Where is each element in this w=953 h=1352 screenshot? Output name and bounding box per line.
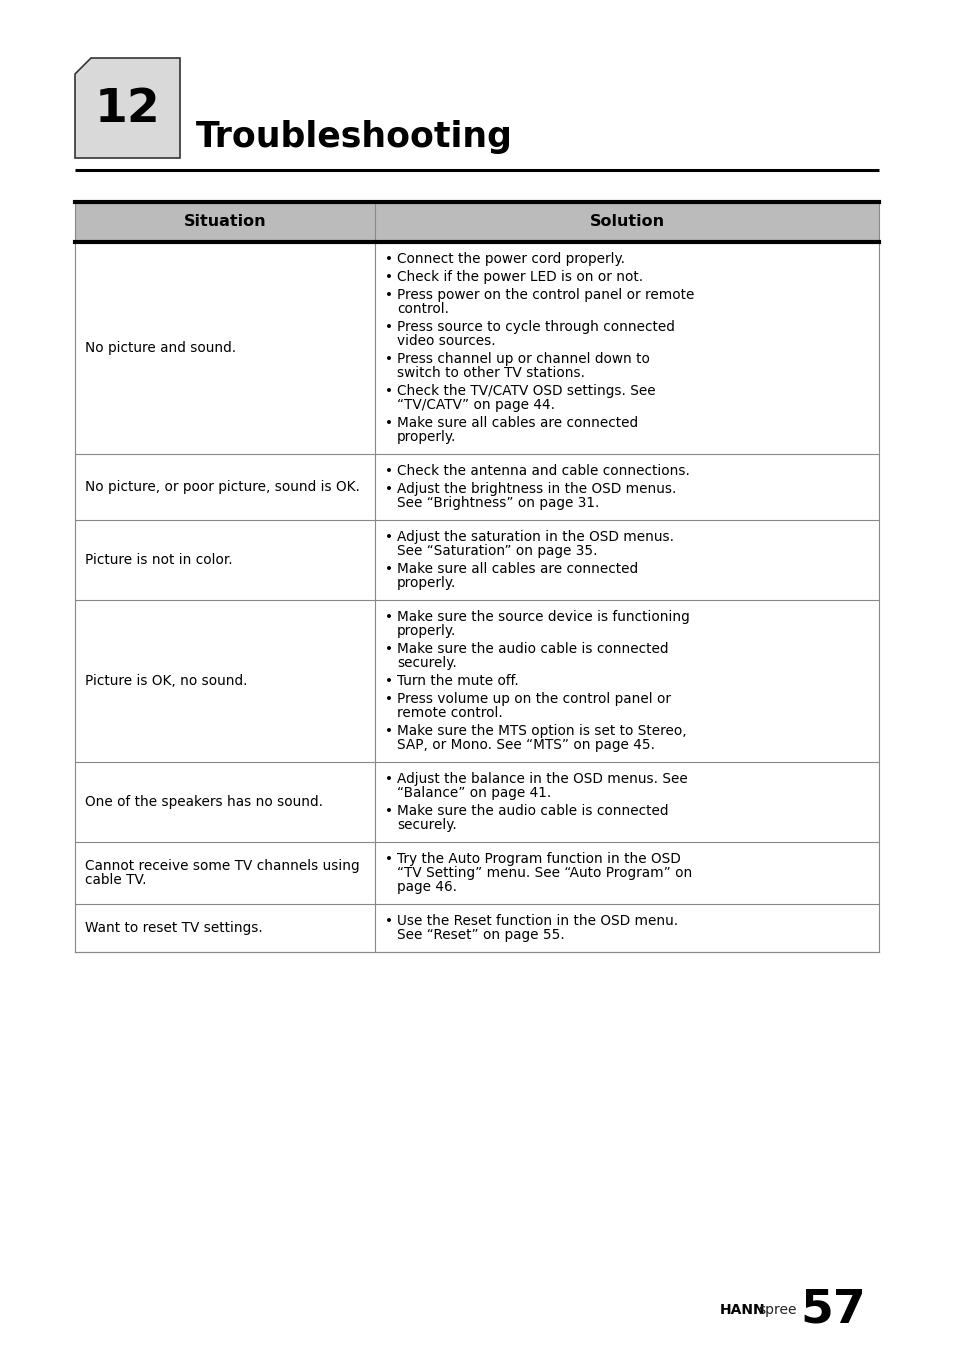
Text: Make sure all cables are connected: Make sure all cables are connected bbox=[396, 416, 638, 430]
Text: 57: 57 bbox=[800, 1287, 864, 1333]
Text: 12: 12 bbox=[94, 88, 160, 132]
Text: Check if the power LED is on or not.: Check if the power LED is on or not. bbox=[396, 270, 642, 284]
Text: No picture, or poor picture, sound is OK.: No picture, or poor picture, sound is OK… bbox=[85, 480, 359, 493]
Text: Solution: Solution bbox=[589, 215, 664, 230]
Text: •: • bbox=[385, 251, 393, 266]
Text: •: • bbox=[385, 288, 393, 301]
Text: •: • bbox=[385, 562, 393, 576]
Text: •: • bbox=[385, 692, 393, 706]
Text: •: • bbox=[385, 416, 393, 430]
Text: Use the Reset function in the OSD menu.: Use the Reset function in the OSD menu. bbox=[396, 914, 678, 927]
Text: •: • bbox=[385, 320, 393, 334]
Text: control.: control. bbox=[396, 301, 449, 316]
Text: •: • bbox=[385, 270, 393, 284]
Text: See “Brightness” on page 31.: See “Brightness” on page 31. bbox=[396, 496, 598, 510]
Bar bbox=[75, 201, 878, 242]
Text: •: • bbox=[385, 772, 393, 786]
Text: Check the antenna and cable connections.: Check the antenna and cable connections. bbox=[396, 464, 689, 479]
Text: Cannot receive some TV channels using: Cannot receive some TV channels using bbox=[85, 859, 359, 873]
Text: Check the TV/CATV OSD settings. See: Check the TV/CATV OSD settings. See bbox=[396, 384, 655, 397]
Text: Adjust the saturation in the OSD menus.: Adjust the saturation in the OSD menus. bbox=[396, 530, 673, 544]
Text: properly.: properly. bbox=[396, 430, 456, 443]
Text: •: • bbox=[385, 725, 393, 738]
Text: •: • bbox=[385, 914, 393, 927]
Text: No picture and sound.: No picture and sound. bbox=[85, 341, 236, 356]
Text: securely.: securely. bbox=[396, 656, 456, 671]
Text: •: • bbox=[385, 530, 393, 544]
Text: Try the Auto Program function in the OSD: Try the Auto Program function in the OSD bbox=[396, 852, 680, 867]
Text: •: • bbox=[385, 852, 393, 867]
Text: Make sure the MTS option is set to Stereo,: Make sure the MTS option is set to Stere… bbox=[396, 725, 686, 738]
Text: switch to other TV stations.: switch to other TV stations. bbox=[396, 366, 584, 380]
Polygon shape bbox=[75, 58, 180, 158]
Text: One of the speakers has no sound.: One of the speakers has no sound. bbox=[85, 795, 323, 808]
Text: Want to reset TV settings.: Want to reset TV settings. bbox=[85, 921, 262, 936]
Text: •: • bbox=[385, 675, 393, 688]
Text: video sources.: video sources. bbox=[396, 334, 496, 347]
Text: Picture is OK, no sound.: Picture is OK, no sound. bbox=[85, 675, 247, 688]
Text: SAP, or Mono. See “MTS” on page 45.: SAP, or Mono. See “MTS” on page 45. bbox=[396, 738, 655, 752]
Text: properly.: properly. bbox=[396, 576, 456, 589]
Text: Make sure the audio cable is connected: Make sure the audio cable is connected bbox=[396, 804, 668, 818]
Text: Turn the mute off.: Turn the mute off. bbox=[396, 675, 518, 688]
Text: spree: spree bbox=[758, 1303, 796, 1317]
Text: remote control.: remote control. bbox=[396, 706, 502, 721]
Text: HANN: HANN bbox=[720, 1303, 765, 1317]
Text: Press volume up on the control panel or: Press volume up on the control panel or bbox=[396, 692, 670, 706]
Text: Adjust the brightness in the OSD menus.: Adjust the brightness in the OSD menus. bbox=[396, 483, 676, 496]
Text: Press power on the control panel or remote: Press power on the control panel or remo… bbox=[396, 288, 694, 301]
Text: •: • bbox=[385, 384, 393, 397]
Text: •: • bbox=[385, 610, 393, 625]
Text: Press channel up or channel down to: Press channel up or channel down to bbox=[396, 352, 649, 366]
Text: •: • bbox=[385, 464, 393, 479]
Text: Situation: Situation bbox=[184, 215, 266, 230]
Text: Make sure all cables are connected: Make sure all cables are connected bbox=[396, 562, 638, 576]
Text: “TV/CATV” on page 44.: “TV/CATV” on page 44. bbox=[396, 397, 555, 412]
Text: “Balance” on page 41.: “Balance” on page 41. bbox=[396, 786, 551, 800]
Text: cable TV.: cable TV. bbox=[85, 873, 147, 887]
Text: Connect the power cord properly.: Connect the power cord properly. bbox=[396, 251, 624, 266]
Text: Troubleshooting: Troubleshooting bbox=[195, 120, 513, 154]
Text: Adjust the balance in the OSD menus. See: Adjust the balance in the OSD menus. See bbox=[396, 772, 687, 786]
Text: Press source to cycle through connected: Press source to cycle through connected bbox=[396, 320, 674, 334]
Text: securely.: securely. bbox=[396, 818, 456, 831]
Text: “TV Setting” menu. See “Auto Program” on: “TV Setting” menu. See “Auto Program” on bbox=[396, 867, 692, 880]
Text: •: • bbox=[385, 352, 393, 366]
Text: •: • bbox=[385, 642, 393, 656]
Text: Make sure the audio cable is connected: Make sure the audio cable is connected bbox=[396, 642, 668, 656]
Text: See “Saturation” on page 35.: See “Saturation” on page 35. bbox=[396, 544, 597, 558]
Text: page 46.: page 46. bbox=[396, 880, 456, 894]
Text: Picture is not in color.: Picture is not in color. bbox=[85, 553, 233, 566]
Text: •: • bbox=[385, 804, 393, 818]
Text: Make sure the source device is functioning: Make sure the source device is functioni… bbox=[396, 610, 689, 625]
Text: See “Reset” on page 55.: See “Reset” on page 55. bbox=[396, 927, 564, 942]
Text: •: • bbox=[385, 483, 393, 496]
Text: properly.: properly. bbox=[396, 625, 456, 638]
